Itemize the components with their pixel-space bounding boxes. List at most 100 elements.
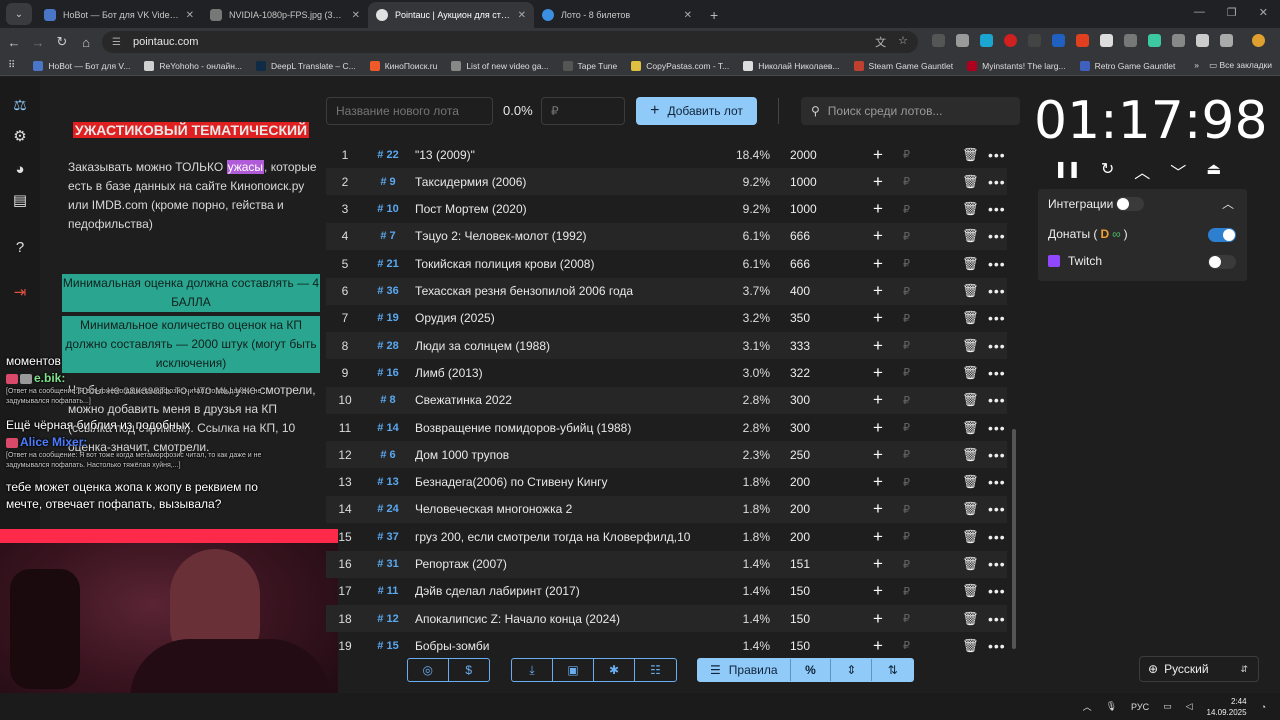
delete-trash-icon[interactable]: 🗑︎	[962, 528, 979, 544]
lot-name[interactable]: Таксидермия (2006)	[415, 174, 527, 189]
lot-amount[interactable]: 200	[790, 502, 811, 517]
input-language[interactable]: РУС	[1131, 701, 1150, 712]
add-time-chevron-up-icon[interactable]: ︿	[1134, 165, 1151, 182]
lot-currency-input[interactable]: ₽	[903, 531, 910, 544]
tray-chevron-up-icon[interactable]: ︿	[1082, 702, 1092, 712]
tab-close-icon[interactable]: ✕	[683, 9, 692, 21]
lot-amount[interactable]: 250	[790, 447, 811, 462]
delete-trash-icon[interactable]: 🗑︎	[962, 446, 979, 462]
delete-trash-icon[interactable]: 🗑︎	[962, 310, 979, 326]
bookmark-item[interactable]: КиноПоиск.ru	[369, 60, 437, 71]
lot-row[interactable]: 10 # 8 Свежатинка 2022 2.8% 300 + ₽ 🗑︎ •••	[326, 386, 1007, 414]
lot-name[interactable]: Дом 1000 трупов	[415, 447, 510, 462]
add-to-lot-plus-icon[interactable]: +	[873, 608, 883, 628]
delete-trash-icon[interactable]: 🗑︎	[962, 419, 979, 435]
subtract-time-chevron-down-icon[interactable]: ﹀	[1170, 165, 1187, 182]
volume-icon[interactable]: ◁	[1185, 701, 1193, 711]
lot-amount[interactable]: 300	[790, 420, 811, 435]
bug-icon[interactable]: ✱	[594, 659, 635, 681]
tab-close-icon[interactable]: ✕	[517, 9, 526, 21]
new-lot-amount-input[interactable]	[541, 97, 625, 125]
lot-currency-input[interactable]: ₽	[903, 422, 910, 434]
lot-name[interactable]: "13 (2009)"	[415, 147, 475, 162]
delete-trash-icon[interactable]: 🗑︎	[962, 501, 979, 517]
translate-icon[interactable]: 文	[875, 37, 887, 49]
lot-name[interactable]: Дэйв сделал лабиринт (2017)	[415, 584, 580, 599]
lot-row[interactable]: 16 # 31 Репортаж (2007) 1.4% 151 + ₽ 🗑︎ •••	[326, 550, 1007, 578]
lot-currency-input[interactable]: ₽	[903, 340, 910, 353]
add-to-lot-plus-icon[interactable]: +	[873, 253, 883, 273]
lot-name[interactable]: Токийская полиция крови (2008)	[415, 256, 595, 271]
delete-trash-icon[interactable]: 🗑︎	[962, 228, 979, 244]
profile-avatar[interactable]	[1252, 34, 1265, 47]
lot-row[interactable]: 18 # 12 Апокалипсис Z: Начало конца (2024)…	[326, 605, 1007, 633]
extension-icon[interactable]	[956, 34, 969, 47]
minimize-icon[interactable]: —	[1193, 6, 1205, 18]
rules-button[interactable]: ☰ Правила	[698, 659, 791, 681]
delete-trash-icon[interactable]: 🗑︎	[962, 637, 979, 653]
notifications-bell-icon[interactable]: ◔	[1260, 701, 1266, 712]
double-time-icon[interactable]: ⏏	[1206, 161, 1222, 178]
lot-amount[interactable]: 350	[790, 311, 811, 326]
lot-name[interactable]: Свежатинка 2022	[415, 393, 512, 408]
extension-icon[interactable]	[1076, 34, 1089, 47]
delete-trash-icon[interactable]: 🗑︎	[962, 556, 979, 571]
maximize-icon[interactable]: ❐	[1226, 7, 1237, 19]
add-to-lot-plus-icon[interactable]: +	[873, 417, 883, 437]
delete-trash-icon[interactable]: 🗑︎	[962, 474, 979, 490]
extension-icon[interactable]	[1100, 34, 1113, 47]
delete-trash-icon[interactable]: 🗑︎	[962, 610, 979, 626]
new-lot-name-input[interactable]	[326, 97, 493, 125]
more-options-icon[interactable]: •••	[988, 474, 1006, 491]
integrations-toggle[interactable]	[1116, 197, 1144, 211]
donate-dollar-icon[interactable]: $	[465, 663, 473, 677]
lot-row[interactable]: 12 # 6 Дом 1000 трупов 2.3% 250 + ₽ 🗑︎ •••	[326, 441, 1007, 469]
history-clipboard-icon[interactable]: ▤	[12, 192, 28, 209]
more-options-icon[interactable]: •••	[988, 610, 1006, 627]
add-to-lot-plus-icon[interactable]: +	[873, 472, 883, 492]
lot-currency-input[interactable]: ₽	[903, 613, 910, 626]
bookmark-item[interactable]: Retro Game Gauntlet	[1079, 60, 1175, 71]
more-options-icon[interactable]: •••	[988, 283, 1006, 299]
pause-icon[interactable]: ❚❚	[1054, 161, 1081, 178]
browser-tab-loto[interactable]: Лото - 8 билетов ✕	[534, 2, 700, 28]
browser-tab-hobot[interactable]: HoBot — Бот для VK Video Live ✕	[36, 2, 202, 28]
github-icon[interactable]: ◎	[408, 659, 449, 681]
lot-row[interactable]: 3 # 10 Пост Мортем (2020) 9.2% 1000 + ₽ 🗑︎ •••	[326, 196, 1007, 223]
browser-tab-pointauc[interactable]: Pointauc | Аукцион для стримов ✕	[368, 2, 534, 28]
add-to-lot-plus-icon[interactable]: +	[873, 362, 883, 382]
lot-currency-input[interactable]: ₽	[903, 503, 910, 516]
more-options-icon[interactable]: •••	[988, 583, 1006, 600]
more-options-icon[interactable]: •••	[988, 556, 1006, 572]
lot-currency-input[interactable]: ₽	[903, 394, 910, 407]
more-options-icon[interactable]: •••	[988, 255, 1006, 272]
site-info-icon[interactable]: ☰	[112, 36, 121, 48]
add-to-lot-plus-icon[interactable]: +	[873, 499, 883, 519]
add-to-lot-plus-icon[interactable]: +	[873, 308, 883, 328]
lot-name[interactable]: Безнадега(2006) по Стивену Кингу	[415, 475, 608, 490]
settings-gear-icon[interactable]: ⚙	[13, 128, 27, 145]
lot-search-input[interactable]: ⚲ Поиск среди лотов...	[801, 97, 1020, 125]
add-to-lot-plus-icon[interactable]: +	[873, 226, 883, 246]
delete-trash-icon[interactable]: 🗑︎	[962, 337, 979, 353]
tab-close-icon[interactable]: ✕	[351, 9, 360, 21]
more-options-icon[interactable]: •••	[988, 501, 1006, 518]
close-window-icon[interactable]: ✕	[1258, 7, 1268, 19]
download-icon[interactable]: ⤓	[512, 659, 553, 681]
lot-row[interactable]: 13 # 13 Безнадега(2006) по Стивену Кингу 1.…	[326, 469, 1007, 496]
more-options-icon[interactable]: •••	[988, 392, 1006, 409]
sidebar-icon[interactable]	[1220, 34, 1233, 47]
auction-gavel-icon[interactable]: ⚖	[13, 97, 27, 114]
delete-trash-icon[interactable]: 🗑︎	[962, 255, 979, 271]
add-to-lot-plus-icon[interactable]: +	[873, 444, 883, 464]
reset-timer-icon[interactable]: ↻	[1100, 161, 1115, 178]
lot-row[interactable]: 7 # 19 Орудия (2025) 3.2% 350 + ₽ 🗑︎ •••	[326, 305, 1007, 332]
lot-row[interactable]: 4 # 7 Тэцуо 2: Человек-молот (1992) 6.1% 666…	[326, 222, 1007, 250]
clock[interactable]: 2:44 14.09.2025	[1207, 696, 1247, 718]
apps-grid-icon[interactable]: ⠿	[8, 60, 16, 71]
lot-name[interactable]: Человеческая многоножка 2	[415, 502, 573, 517]
clear-list-icon[interactable]: ☷	[650, 663, 661, 677]
add-to-lot-plus-icon[interactable]: +	[873, 554, 883, 573]
extension-icon[interactable]	[1172, 34, 1185, 47]
delete-trash-icon[interactable]: 🗑︎	[962, 392, 979, 408]
